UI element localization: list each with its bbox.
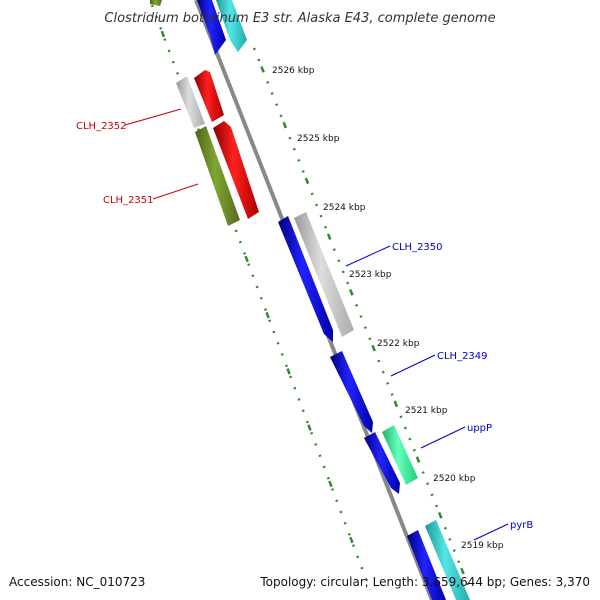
cds-red-upper: [194, 70, 224, 122]
cds-green-uppP: [382, 425, 418, 485]
cds-olive: [195, 126, 240, 226]
map-title: Clostridium botulinum E3 str. Alaska E43…: [104, 11, 495, 26]
kbp-label-2522: 2522 kbp: [377, 339, 420, 349]
gene-labels: CLH_2352 CLH_2351 CLH_2350 CLH_2349 uppP…: [76, 108, 533, 541]
gene-label-clh-2349: CLH_2349: [437, 351, 488, 362]
inner-tick-track: [150, 4, 372, 591]
kbp-label-2520: 2520 kbp: [433, 474, 476, 484]
cds-blue-short: [364, 432, 400, 494]
kbp-label-2519: 2519 kbp: [461, 541, 504, 551]
accession-text: Accession: NC_010723: [9, 575, 145, 589]
minor-ticks-outer: [252, 47, 472, 591]
cds-red-lower: [213, 121, 259, 219]
cds-top-left: [150, 0, 162, 6]
cds-top-cyan: [216, 0, 247, 52]
gene-label-clh-2350: CLH_2350: [392, 242, 443, 253]
leader-clh-2350: [345, 245, 391, 267]
minor-ticks-inner: [150, 4, 372, 591]
kbp-label-2523: 2523 kbp: [349, 270, 392, 280]
cds-blue-long: [278, 216, 333, 342]
kbp-tick-labels: 2526 kbp 2525 kbp 2524 kbp 2523 kbp 2522…: [272, 66, 504, 551]
cds-gray-long: [294, 212, 354, 337]
gene-label-uppp: uppP: [467, 423, 492, 434]
gene-label-clh-2352: CLH_2352: [76, 121, 127, 132]
leader-clh-2352: [124, 108, 182, 126]
major-ticks-outer: [252, 47, 472, 591]
feature-arrows: [150, 0, 470, 600]
kbp-label-2525: 2525 kbp: [297, 134, 340, 144]
leader-pyrb: [473, 523, 509, 541]
cds-top-blue: [197, 0, 226, 55]
cds-gray-upper: [176, 76, 205, 128]
cds-blue-bottom: [407, 530, 446, 600]
gene-label-pyrb: pyrB: [510, 520, 533, 531]
cds-cyan-bottom: [425, 520, 470, 600]
outer-tick-track: [252, 47, 472, 591]
leader-clh-2349: [390, 354, 436, 377]
gene-label-clh-2351: CLH_2351: [103, 195, 154, 206]
topology-text: Topology: circular; Length: 3,659,644 bp…: [259, 575, 590, 589]
kbp-label-2521: 2521 kbp: [405, 406, 448, 416]
leader-uppp: [420, 426, 466, 449]
kbp-label-2524: 2524 kbp: [323, 203, 366, 213]
kbp-label-2526: 2526 kbp: [272, 66, 315, 76]
leader-clh-2351: [152, 183, 199, 200]
cds-blue-mid: [330, 351, 373, 433]
